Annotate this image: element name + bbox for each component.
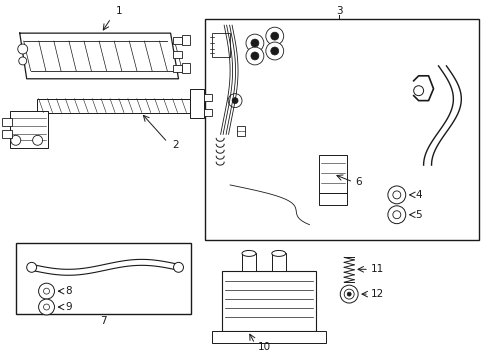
Ellipse shape	[271, 251, 285, 256]
Text: 6: 6	[354, 177, 361, 187]
Text: 1: 1	[116, 6, 122, 16]
Circle shape	[265, 42, 283, 60]
Bar	[2, 130, 12, 138]
Bar	[212, 331, 325, 343]
Circle shape	[413, 86, 423, 96]
Text: 7: 7	[100, 316, 106, 326]
Bar	[212, 33, 230, 57]
Circle shape	[39, 299, 54, 315]
Ellipse shape	[242, 251, 255, 256]
Bar	[237, 126, 244, 136]
Text: 8: 8	[65, 286, 72, 296]
Circle shape	[228, 94, 242, 108]
Bar	[204, 109, 212, 116]
Circle shape	[344, 289, 353, 299]
Circle shape	[265, 27, 283, 45]
Circle shape	[39, 283, 54, 299]
Bar	[319, 155, 346, 193]
Circle shape	[232, 98, 238, 104]
Circle shape	[387, 186, 405, 204]
Text: 5: 5	[415, 210, 422, 220]
Circle shape	[387, 206, 405, 224]
Bar	[182, 35, 190, 45]
Text: 11: 11	[370, 264, 384, 274]
Bar	[182, 63, 190, 73]
Circle shape	[270, 32, 278, 40]
Circle shape	[19, 57, 27, 65]
Text: 2: 2	[172, 140, 179, 150]
Bar	[2, 118, 12, 126]
Circle shape	[173, 262, 183, 272]
Bar	[222, 271, 316, 331]
Bar	[10, 111, 47, 148]
Circle shape	[346, 292, 350, 296]
Text: 4: 4	[415, 190, 422, 200]
Bar	[172, 37, 182, 44]
Bar	[242, 253, 255, 271]
Circle shape	[250, 52, 258, 60]
Circle shape	[245, 47, 264, 65]
Bar	[205, 19, 478, 239]
Bar	[204, 94, 212, 100]
Text: 12: 12	[370, 289, 384, 299]
Circle shape	[245, 34, 264, 52]
Bar	[37, 99, 190, 113]
Circle shape	[18, 44, 28, 54]
Text: 9: 9	[65, 302, 72, 312]
Circle shape	[392, 211, 400, 219]
Circle shape	[270, 47, 278, 55]
Circle shape	[392, 191, 400, 199]
Circle shape	[340, 285, 357, 303]
Circle shape	[43, 304, 49, 310]
Circle shape	[43, 288, 49, 294]
Circle shape	[250, 39, 258, 47]
Circle shape	[11, 135, 20, 145]
Bar	[16, 243, 191, 314]
Bar	[319, 193, 346, 205]
Text: 10: 10	[258, 342, 271, 352]
Bar	[172, 65, 182, 72]
Bar	[271, 253, 285, 271]
Text: 3: 3	[335, 6, 342, 16]
Bar	[190, 89, 204, 118]
Bar	[172, 51, 182, 58]
Circle shape	[33, 135, 42, 145]
Circle shape	[27, 262, 37, 272]
